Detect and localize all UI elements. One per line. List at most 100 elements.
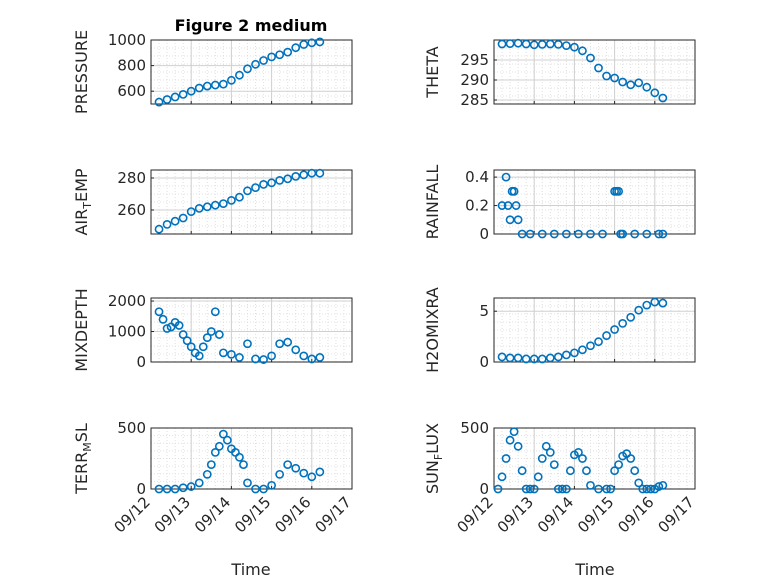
data-point [505, 435, 515, 445]
data-point [529, 40, 539, 50]
data-point [259, 56, 268, 65]
y-axis-label: MIXDEPTH [72, 288, 91, 371]
data-point [186, 86, 196, 96]
data-point [202, 333, 212, 343]
data-point [553, 484, 563, 494]
data-point [561, 350, 571, 360]
data-point [654, 229, 664, 239]
data-point [549, 229, 559, 239]
data-point [214, 441, 224, 451]
data-point [198, 342, 208, 352]
data-point [537, 354, 547, 364]
y-tick-label: 1000 [108, 31, 146, 49]
data-point [642, 484, 652, 494]
x-tick-label: 09/12 [111, 493, 154, 536]
data-point [565, 466, 575, 476]
data-point [610, 466, 619, 476]
data-point [226, 195, 236, 205]
data-point [509, 186, 519, 196]
y-tick-label: 260 [117, 201, 146, 219]
data-point [513, 215, 523, 225]
data-point [259, 179, 268, 189]
data-point [202, 81, 212, 91]
subplot-pressure: 600 800 1000 PRESSURE [72, 30, 353, 114]
data-point [574, 447, 583, 457]
x-tick-label: 09/15 [574, 493, 617, 536]
data-point [545, 39, 555, 49]
x-tick-label: 09/16 [271, 493, 314, 536]
data-point [315, 467, 325, 477]
x-tick-label: 09/13 [494, 493, 537, 536]
axes-box [150, 169, 353, 235]
axes-box [493, 297, 696, 363]
data-point [537, 454, 547, 463]
data-point [586, 229, 595, 239]
data-point [513, 38, 523, 48]
data-point [291, 43, 301, 53]
data-point [610, 325, 619, 334]
y-tick-label: 285 [460, 91, 489, 109]
data-point [618, 77, 628, 87]
data-point [594, 63, 603, 73]
axes-box [493, 39, 696, 105]
data-point [243, 339, 252, 349]
y-tick-label: 600 [117, 82, 146, 100]
y-axis-label: THETA [423, 46, 442, 98]
data-point [214, 330, 224, 339]
data-point [243, 186, 252, 196]
data-point [626, 312, 636, 322]
y-tick-label: 1000 [108, 323, 146, 341]
data-point [658, 480, 668, 490]
data-point [634, 478, 644, 488]
data-point [650, 297, 660, 307]
data-point [529, 354, 539, 364]
data-point [578, 46, 587, 56]
data-point [578, 454, 587, 463]
subplot-h2omixra: 0 5 H2OMIXRA [423, 287, 696, 373]
data-point [578, 345, 587, 355]
data-point [606, 484, 615, 494]
y-axis-label: PRESSURE [72, 30, 91, 114]
data-point [218, 348, 228, 358]
y-tick-label: 2000 [108, 292, 146, 310]
data-point [553, 40, 563, 49]
data-point [170, 484, 180, 494]
data-point [235, 353, 244, 362]
data-point [630, 229, 640, 239]
data-point [642, 300, 652, 310]
data-point [307, 354, 317, 364]
data-point [267, 480, 276, 490]
data-point [283, 337, 293, 347]
data-point [626, 454, 636, 463]
data-point [658, 93, 668, 103]
data-point [259, 355, 268, 364]
data-point [194, 203, 204, 213]
data-point [307, 38, 317, 48]
data-point [154, 307, 164, 317]
data-point [529, 484, 539, 494]
data-point [251, 59, 260, 69]
y-tick-label: 0 [136, 480, 146, 498]
data-point [586, 480, 595, 490]
axes-box [150, 39, 353, 105]
x-tick-label: 09/14 [191, 493, 234, 536]
data-point [170, 216, 180, 226]
data-point [275, 469, 285, 479]
y-tick-label: 0 [479, 353, 489, 371]
data-point [658, 298, 668, 308]
data-point [275, 175, 285, 185]
data-point [549, 460, 559, 469]
data-point [602, 331, 611, 340]
data-point [541, 441, 551, 451]
data-point [218, 79, 228, 89]
data-point [243, 478, 252, 488]
subplot-grid: 600 800 1000 PRESSURE 285 290 295 THETA 260 280 AI… [72, 30, 698, 536]
data-point [493, 484, 503, 494]
x-axis-label-right: Time [574, 560, 614, 579]
y-tick-label: 0.4 [465, 168, 489, 186]
data-point [586, 341, 595, 351]
data-point [561, 41, 571, 50]
data-point [259, 484, 268, 494]
